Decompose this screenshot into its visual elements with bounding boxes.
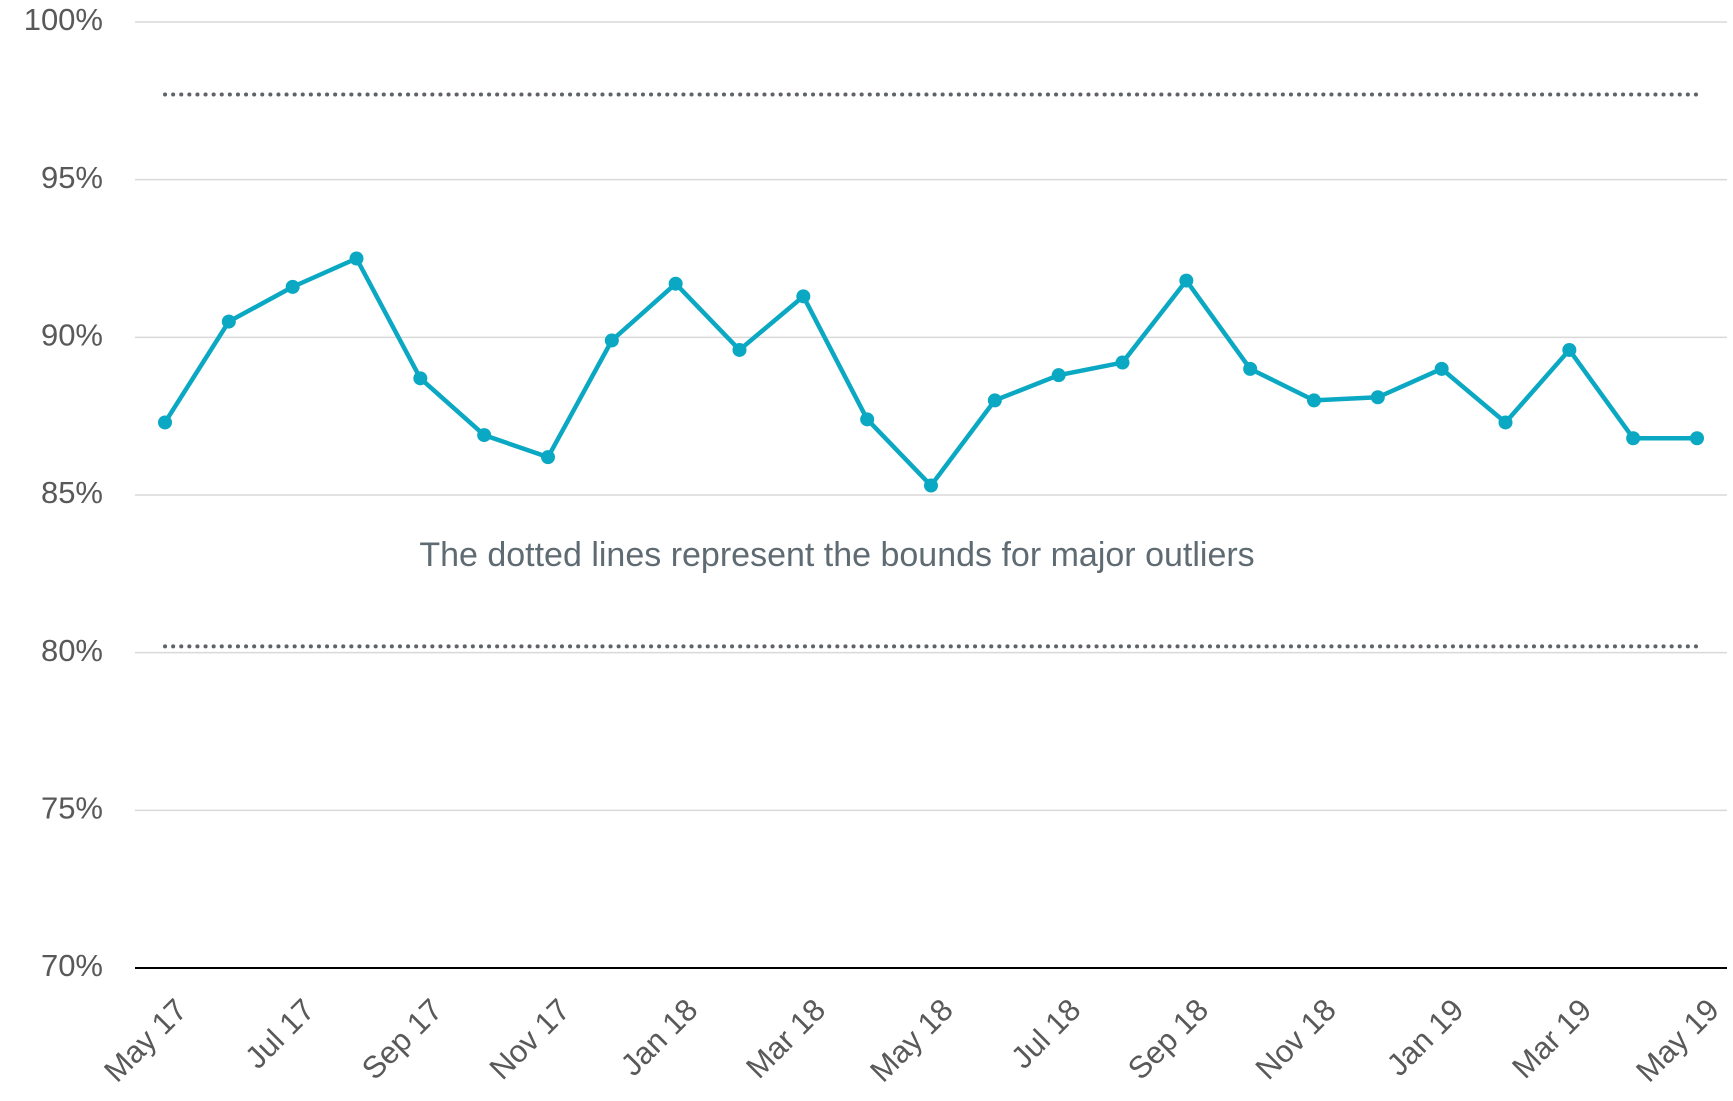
x-tick-label: Jul 17 (238, 992, 321, 1075)
x-tick-label: Jan 19 (1380, 992, 1471, 1083)
y-tick-label: 100% (24, 2, 103, 37)
x-tick-label: Jul 18 (1004, 992, 1087, 1075)
x-tick-label: Sep 17 (355, 992, 449, 1086)
data-point (158, 415, 172, 430)
data-point (477, 428, 492, 443)
data-point (796, 289, 811, 304)
y-tick-label: 90% (41, 318, 103, 353)
data-point (1434, 361, 1449, 376)
data-point (604, 333, 619, 348)
data-point (987, 393, 1002, 408)
x-tick-label: Mar 18 (739, 992, 832, 1085)
x-tick-label: May 19 (1629, 992, 1726, 1089)
data-point (860, 412, 875, 427)
y-tick-label: 75% (41, 791, 103, 826)
y-tick-label: 95% (41, 160, 103, 195)
x-tick-label: May 18 (863, 992, 960, 1089)
x-tick-label: Nov 17 (483, 992, 577, 1086)
data-point (285, 279, 300, 294)
data-point (1690, 431, 1704, 446)
data-point (1626, 431, 1641, 446)
data-point (1370, 390, 1385, 405)
data-point (541, 450, 555, 465)
data-point (1307, 393, 1321, 408)
data-point (668, 276, 683, 291)
data-point (221, 314, 236, 329)
x-tick-label: Jan 18 (614, 992, 705, 1083)
data-point (924, 478, 938, 493)
annotation: The dotted lines represent the bounds fo… (419, 536, 1254, 574)
y-tick-label: 80% (41, 633, 103, 668)
y-tick-label: 70% (41, 948, 103, 983)
y-tick-label: 85% (41, 475, 103, 510)
data-point (1243, 361, 1258, 376)
data-point (413, 371, 428, 386)
data-line (163, 256, 1697, 488)
x-tick-label: Nov 18 (1249, 992, 1343, 1086)
x-tick-label: Sep 18 (1121, 992, 1215, 1086)
data-point (1179, 273, 1194, 288)
data-point (732, 342, 747, 357)
data-point (1498, 415, 1513, 430)
data-point (1562, 342, 1577, 357)
x-tick-label: May 17 (97, 992, 194, 1089)
x-tick-label: Mar 19 (1505, 992, 1598, 1085)
data-point (1115, 355, 1130, 370)
data-point (349, 251, 364, 266)
data-point (1051, 368, 1066, 383)
